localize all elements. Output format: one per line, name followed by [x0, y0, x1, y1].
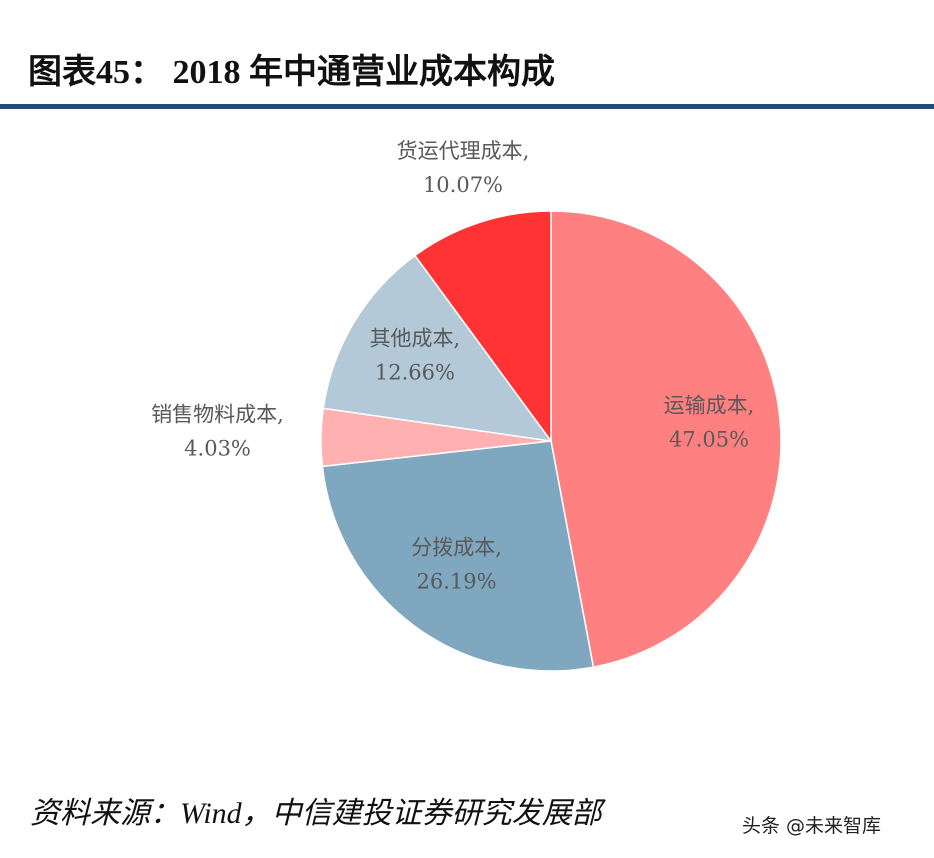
- watermark: 头条 @未来智库: [742, 815, 881, 837]
- slice-value-label: 47.05%: [669, 427, 749, 451]
- slice-category-label: 销售物料成本,: [151, 403, 284, 427]
- chart-title: 图表45： 2018 年中通营业成本构成: [28, 53, 555, 91]
- title-rule: [0, 104, 934, 109]
- pie-slice: [322, 254, 553, 442]
- slice-category-label: 其他成本,: [370, 326, 461, 350]
- pie-slice: [321, 440, 595, 672]
- slice-value-label: 10.07%: [423, 173, 503, 197]
- slice-category-label: 货运代理成本,: [397, 139, 530, 163]
- slice-category-label: 分拨成本,: [411, 536, 502, 560]
- slice-value-label: 4.03%: [184, 437, 251, 461]
- pie-slice: [413, 210, 552, 444]
- slice-category-label: 运输成本,: [664, 393, 755, 417]
- source-note: 资料来源：Wind，中信建投证券研究发展部: [30, 797, 607, 830]
- pie-slice: [550, 210, 782, 668]
- slice-value-label: 12.66%: [375, 360, 455, 384]
- slice-value-label: 26.19%: [417, 570, 497, 594]
- pie: 运输成本, 47.05% 分拨成本, 26.19% 销售物料成本, 4.03% 其他成本, 1…: [151, 139, 782, 672]
